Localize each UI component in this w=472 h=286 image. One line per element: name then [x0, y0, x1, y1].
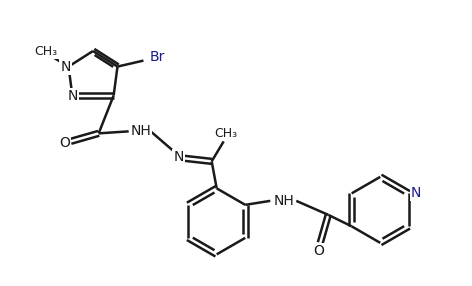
Text: O: O	[59, 136, 70, 150]
Text: CH₃: CH₃	[214, 127, 237, 140]
Text: N: N	[411, 186, 421, 200]
Text: N: N	[174, 150, 184, 164]
Text: O: O	[313, 244, 324, 258]
Text: NH: NH	[274, 194, 295, 208]
Text: NH: NH	[130, 124, 151, 138]
Text: N: N	[67, 89, 77, 103]
Text: Br: Br	[150, 49, 165, 63]
Text: N: N	[60, 59, 71, 74]
Text: CH₃: CH₃	[34, 45, 57, 58]
